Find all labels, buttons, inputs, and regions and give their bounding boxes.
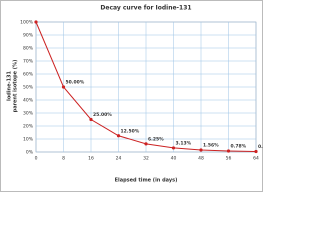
chart: Decay curve for Iodine-131 Elapsed time … <box>0 0 263 192</box>
x-tick-label: 64 <box>253 156 259 162</box>
y-axis-label-line: parent isotope (%) <box>13 60 19 113</box>
y-tick-label: 90% <box>23 33 34 39</box>
x-tick-label: 24 <box>116 156 122 162</box>
y-tick-label: 10% <box>23 137 34 143</box>
x-tick-label: 32 <box>143 156 149 162</box>
data-point <box>144 142 148 146</box>
data-label: 3.13% <box>176 140 192 146</box>
y-tick-label: 20% <box>23 124 34 130</box>
data-point <box>226 149 231 153</box>
data-point <box>61 85 66 89</box>
data-point <box>171 146 176 150</box>
data-point <box>89 117 93 122</box>
data-label: 6.25% <box>148 136 164 142</box>
data-label: 0.78% <box>231 143 247 149</box>
y-tick-label: 30% <box>23 111 34 117</box>
y-tick-label: 40% <box>23 98 34 104</box>
data-point <box>199 148 203 152</box>
x-tick-label: 0 <box>35 156 38 162</box>
x-tick-label: 56 <box>226 156 232 162</box>
data-label: 25.00% <box>93 112 112 118</box>
x-tick-label: 48 <box>198 156 204 162</box>
y-axis-label-line: Iodine-131 <box>7 70 13 101</box>
y-tick-label: 0% <box>26 150 34 156</box>
x-tick-label: 8 <box>62 156 65 162</box>
data-label: 50.00% <box>66 80 85 86</box>
chart-title: Decay curve for Iodine-131 <box>100 5 191 12</box>
data-point <box>116 134 121 138</box>
y-tick-label: 80% <box>23 46 34 52</box>
data-label: 0.39% <box>258 144 263 150</box>
x-axis-label: Elapsed time (in days) <box>115 178 178 184</box>
data-point <box>34 20 38 24</box>
x-tick-label: 40 <box>171 156 177 162</box>
y-tick-label: 70% <box>23 59 34 65</box>
y-axis-label: Iodine-131 parent isotope (%) <box>7 60 19 113</box>
data-label: 12.50% <box>121 128 140 134</box>
x-tick-label: 16 <box>88 156 94 162</box>
y-tick-label: 100% <box>20 20 34 26</box>
y-tick-label: 60% <box>23 72 34 78</box>
data-point <box>254 149 258 154</box>
data-label: 1.56% <box>203 142 219 148</box>
y-tick-label: 50% <box>23 85 34 91</box>
